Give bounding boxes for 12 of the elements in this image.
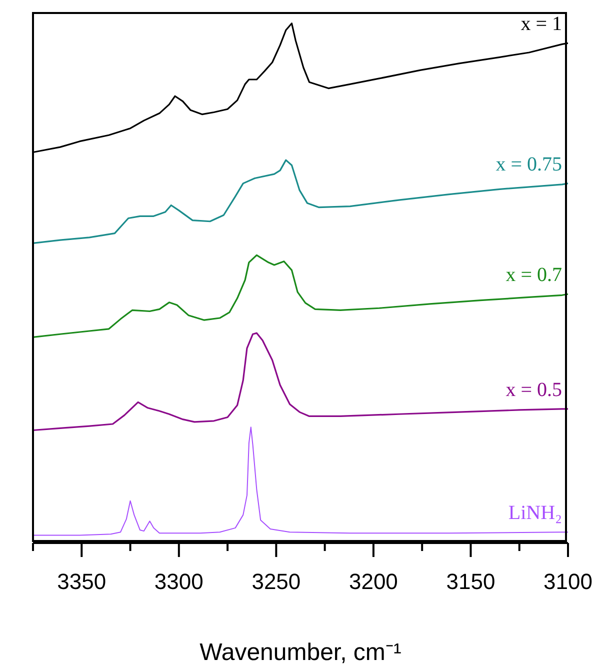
x-tick-label: 3350 [57,569,106,594]
series-label: x = 1 [520,13,562,36]
x-tick-label: 3300 [154,569,204,594]
x-axis-title: Wavenumber, cm⁻¹ [200,639,402,666]
series-label: x = 0.75 [496,153,562,176]
series-label: x = 0.7 [506,264,562,286]
x-tick-label: 3100 [544,569,592,594]
series-label: LiNH₂ [508,502,562,524]
series-label: x = 0.5 [506,378,562,401]
x-tick-label: 3250 [252,569,301,594]
x-tick-label: 3200 [348,569,398,594]
x-tick-label: 3150 [446,569,496,594]
